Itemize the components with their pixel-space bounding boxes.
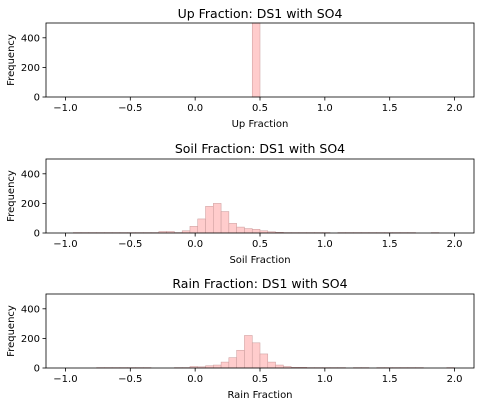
x-tick-label: −0.5 [118, 103, 142, 114]
histogram-bar [244, 228, 253, 234]
chart-title: Up Fraction: DS1 with SO4 [178, 6, 343, 21]
x-axis-label: Soil Fraction [229, 255, 290, 266]
histogram-bar [228, 357, 237, 369]
y-tick-label: 200 [21, 334, 40, 345]
x-tick-label: −0.5 [118, 374, 142, 385]
histogram-bar [205, 206, 214, 234]
x-ticks: −1.0 −0.5 0.0 0.5 1.0 1.5 2.0 [53, 233, 462, 250]
x-ticks: −1.0 −0.5 0.0 0.5 1.0 1.5 2.0 [53, 97, 462, 114]
chart-title: Rain Fraction: DS1 with SO4 [172, 276, 347, 291]
bars-group [96, 335, 455, 369]
histogram-bar [228, 223, 237, 234]
x-tick-label: 2.0 [447, 103, 463, 114]
x-tick-label: 2.0 [447, 239, 463, 250]
panel-rain-fraction: Rain Fraction: DS1 with SO4 −1.0 −0.5 0.0 0… [6, 276, 475, 401]
x-tick-label: 0.5 [252, 103, 268, 114]
y-tick-label: 400 [21, 169, 40, 180]
y-tick-label: 200 [21, 199, 40, 210]
histogram-bar [251, 229, 261, 234]
x-tick-label: 0.0 [187, 374, 203, 385]
x-tick-label: −1.0 [53, 374, 77, 385]
x-tick-label: 1.5 [382, 239, 398, 250]
y-tick-label: 0 [34, 364, 40, 375]
histogram-bar [275, 364, 284, 369]
histogram-bar [213, 364, 222, 369]
y-axis-label: Frequency [6, 170, 17, 222]
y-ticks: 0 200 400 [21, 169, 46, 240]
x-tick-label: 0.0 [187, 103, 203, 114]
axes-frame [45, 158, 475, 234]
x-tick-label: 0.5 [252, 374, 268, 385]
histogram-bar [213, 203, 222, 234]
x-tick-label: 0.5 [252, 239, 268, 250]
histogram-bar [259, 353, 269, 369]
y-ticks: 0 200 400 [21, 304, 46, 375]
x-tick-label: 1.5 [382, 374, 398, 385]
y-tick-label: 400 [21, 304, 40, 315]
y-ticks: 0 200 400 [21, 33, 46, 104]
histogram-bar [251, 342, 261, 369]
y-tick-label: 0 [34, 93, 40, 104]
y-tick-label: 200 [21, 63, 40, 74]
chart-title: Soil Fraction: DS1 with SO4 [175, 141, 345, 156]
x-tick-label: 0.0 [187, 239, 203, 250]
histogram-bar [189, 226, 198, 234]
histogram-bar [220, 361, 230, 369]
x-tick-label: 1.0 [317, 103, 333, 114]
bars-group [251, 22, 261, 98]
histogram-bar [197, 218, 206, 234]
x-tick-label: −1.0 [53, 103, 77, 114]
y-axis-label: Frequency [6, 305, 17, 357]
x-tick-label: 2.0 [447, 374, 463, 385]
x-tick-label: −1.0 [53, 239, 77, 250]
x-ticks: −1.0 −0.5 0.0 0.5 1.0 1.5 2.0 [53, 368, 462, 385]
y-tick-label: 400 [21, 33, 40, 44]
panel-soil-fraction: Soil Fraction: DS1 with SO4 −1.0 −0.5 0.0 0… [6, 141, 475, 266]
x-tick-label: 1.0 [317, 374, 333, 385]
x-axis-label: Up Fraction [232, 119, 289, 130]
x-axis-label: Rain Fraction [227, 390, 292, 401]
panel-up-fraction: Up Fraction: DS1 with SO4 −1.0 −0.5 0.0 0.5… [6, 6, 475, 130]
y-axis-label: Frequency [6, 34, 17, 86]
histogram-bar [236, 226, 245, 234]
x-tick-label: −0.5 [118, 239, 142, 250]
histogram-bar [244, 335, 253, 369]
y-tick-label: 0 [34, 229, 40, 240]
histogram-bar [251, 22, 261, 98]
histogram-bar [220, 211, 230, 234]
x-tick-label: 1.0 [317, 239, 333, 250]
bars-group [72, 203, 440, 234]
histogram-bar [236, 349, 245, 369]
histogram-bar [267, 361, 276, 369]
x-tick-label: 1.5 [382, 103, 398, 114]
